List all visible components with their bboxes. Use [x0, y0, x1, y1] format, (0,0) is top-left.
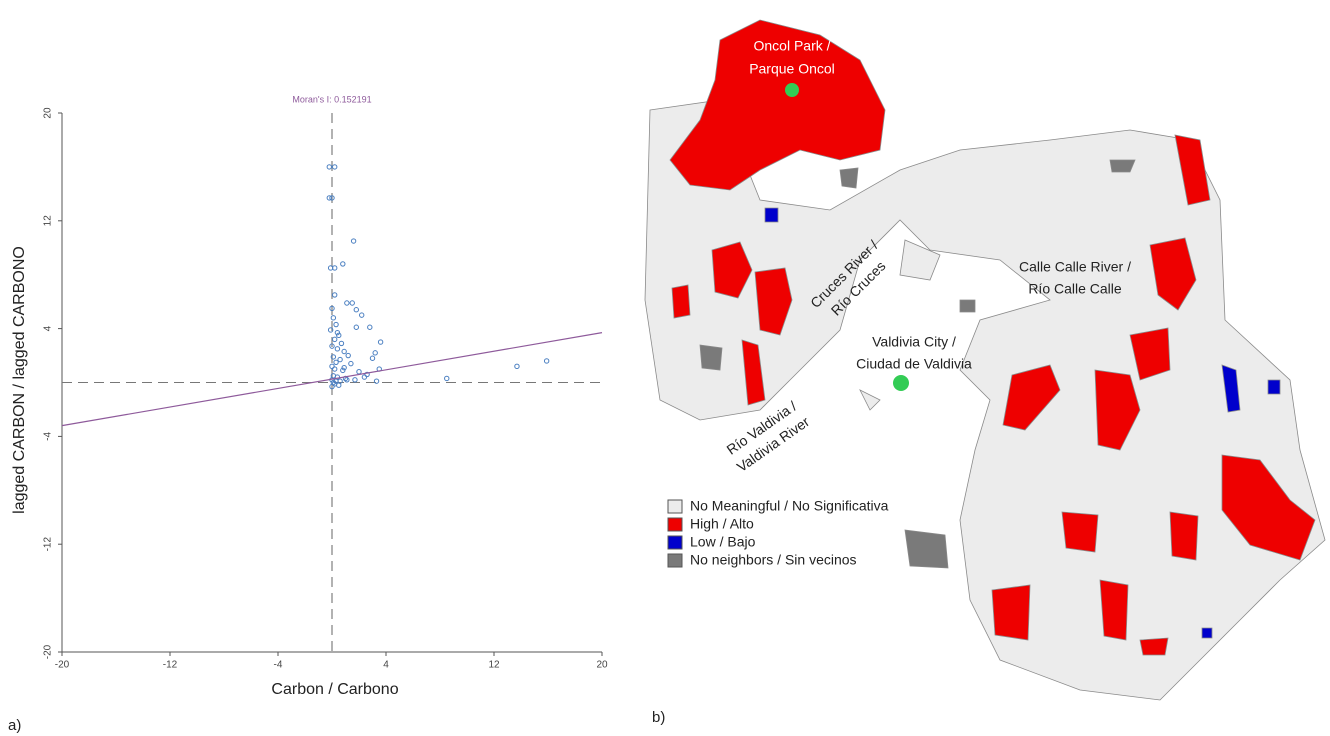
- point: [353, 378, 357, 382]
- point: [330, 364, 334, 368]
- legend-swatch: [668, 554, 682, 567]
- legend-swatch: [668, 518, 682, 531]
- map-label: Valdivia City / Ciudad de Valdivia: [856, 334, 972, 372]
- point: [342, 349, 346, 353]
- point: [360, 313, 364, 317]
- point: [333, 337, 337, 341]
- point: [334, 360, 338, 364]
- legend: No Meaningful / No Significativa High / A…: [668, 498, 889, 568]
- y-tick-label: 20: [43, 107, 54, 119]
- point: [373, 351, 377, 355]
- scatter-panel: -20 -12 -4 4 12 20 -20 -12 -4 4 12 20: [43, 107, 608, 671]
- y-tick-label: -4: [43, 432, 54, 441]
- x-tick-label: 20: [596, 660, 608, 671]
- legend-label: No Meaningful / No Significativa: [690, 498, 889, 514]
- point: [445, 376, 449, 380]
- point: [378, 340, 382, 344]
- x-tick-label: -4: [274, 660, 283, 671]
- point: [351, 239, 355, 243]
- point: [357, 370, 361, 374]
- map-label-line: Calle Calle River /: [1019, 259, 1131, 275]
- panel-label: a): [8, 717, 21, 734]
- point: [515, 364, 519, 368]
- x-axis-label: Carbon / Carbono: [271, 681, 398, 698]
- legend-label: High / Alto: [690, 516, 754, 532]
- point: [333, 293, 337, 297]
- y-axis-label: lagged CARBON / lagged CARBONO: [11, 246, 28, 514]
- point: [368, 325, 372, 329]
- map-label-line: Ciudad de Valdivia: [856, 356, 972, 372]
- point: [333, 367, 337, 371]
- panel-label: b): [652, 709, 665, 726]
- legend-label: Low / Bajo: [690, 534, 756, 550]
- point: [331, 316, 335, 320]
- y-tick-label: -20: [43, 644, 54, 659]
- y-tick-label: 12: [43, 215, 54, 227]
- point: [544, 359, 548, 363]
- map-label-line: Parque Oncol: [749, 61, 835, 77]
- point: [349, 361, 353, 365]
- point: [341, 262, 345, 266]
- legend-swatch: [668, 536, 682, 549]
- point: [345, 301, 349, 305]
- point: [334, 322, 338, 326]
- x-tick-label: -20: [55, 660, 70, 671]
- point: [327, 165, 331, 169]
- legend-swatch: [668, 500, 682, 513]
- site-marker: [785, 83, 799, 97]
- point: [370, 356, 374, 360]
- point: [338, 357, 342, 361]
- figure: -20 -12 -4 4 12 20 -20 -12 -4 4 12 20 Moran's I: 0.…: [0, 0, 1330, 736]
- point: [354, 325, 358, 329]
- annotation: Moran's I: 0.152191: [292, 94, 371, 104]
- map: Oncol Park / Parque Oncol Cruces River /…: [645, 20, 1325, 700]
- point: [333, 165, 337, 169]
- point: [354, 308, 358, 312]
- x-tick-label: -12: [163, 660, 178, 671]
- region: [645, 100, 1325, 700]
- map-label-line: Valdivia City /: [872, 334, 956, 350]
- point: [374, 379, 378, 383]
- point: [335, 347, 339, 351]
- x-tick-label: 4: [383, 660, 389, 671]
- site-marker: [893, 375, 909, 391]
- x-tick-label: 12: [488, 660, 500, 671]
- map-label-line: Río Calle Calle: [1028, 281, 1122, 297]
- map-label-line: Oncol Park /: [753, 38, 830, 54]
- point: [350, 301, 354, 305]
- y-tick-label: -12: [43, 537, 54, 552]
- y-tick-label: 4: [43, 325, 54, 331]
- point: [362, 375, 366, 379]
- legend-label: No neighbors / Sin vecinos: [690, 552, 857, 568]
- point: [339, 341, 343, 345]
- point: [346, 353, 350, 357]
